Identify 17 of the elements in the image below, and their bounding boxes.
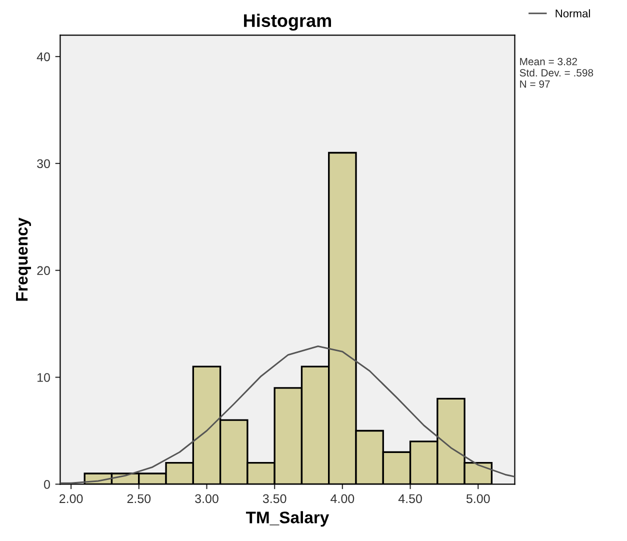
x-tick-label: 2.00 [60,494,83,504]
legend-label: Normal [556,9,590,18]
x-tick-label: 3.00 [195,494,218,504]
x-axis-title: TM_Salary [246,511,330,527]
y-tick-label: 20 [37,266,50,276]
x-tick-label: 4.50 [398,494,422,504]
x-tick-label: 3.50 [262,494,286,504]
chart-title: Histogram [244,14,332,31]
x-tick-label: 2.50 [127,494,151,504]
y-tick-label: 30 [37,159,50,168]
y-tick-label: 10 [38,373,50,382]
text: Mean = 3.82 Std. Dev. = .598 N = 97 [520,58,594,88]
y-tick-label: 0 [44,480,50,489]
y-tick-label: 40 [36,52,50,62]
x-tick-label: 5.00 [466,494,490,504]
x-tick-label: 4.00 [330,494,354,504]
y-axis-title: Frequency [16,218,32,301]
